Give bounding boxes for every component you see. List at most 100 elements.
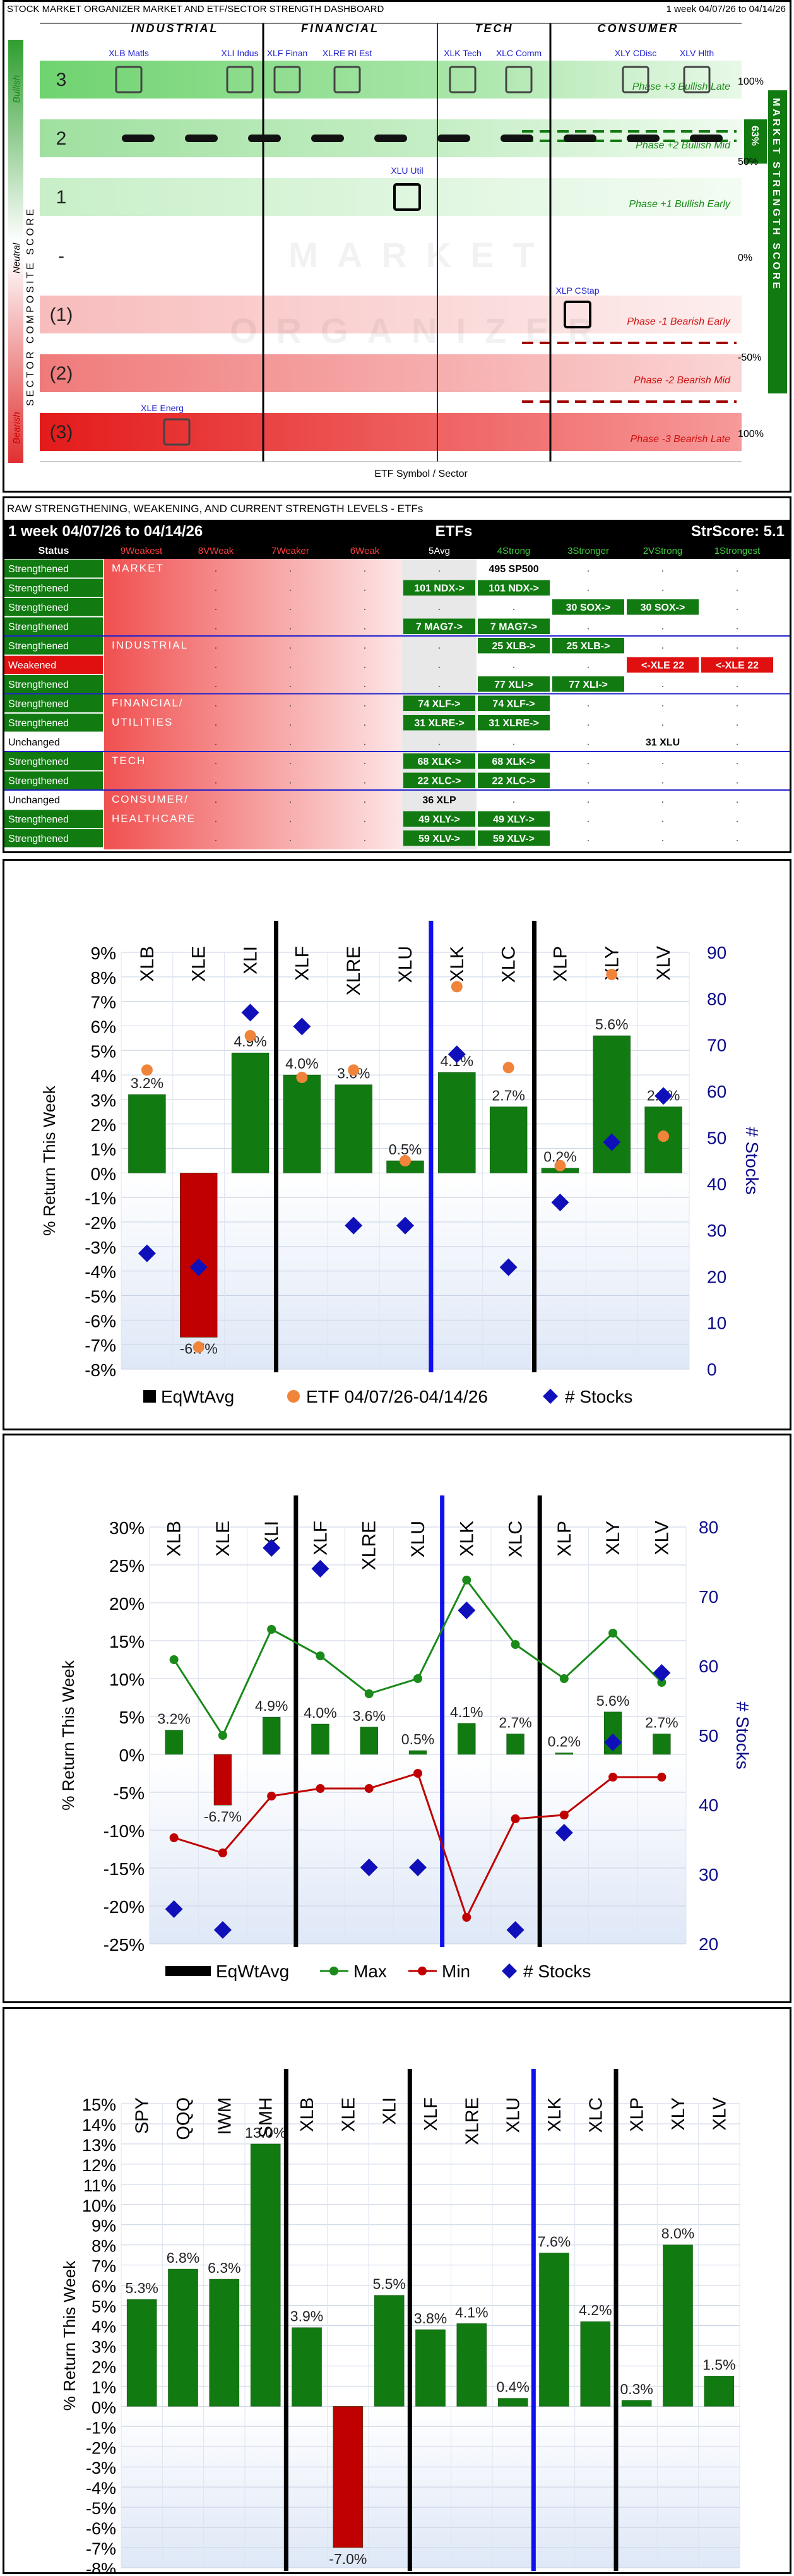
bullish-strip (8, 40, 23, 242)
stocks-diamond-5 (409, 1859, 427, 1876)
mid-dash-8 (627, 135, 660, 142)
max-point-9 (608, 1629, 618, 1638)
status-header: Status (39, 546, 69, 556)
dot-4-3: . (364, 640, 366, 651)
category-label-7: XLF (421, 2097, 441, 2131)
etf-marker-9 (622, 66, 649, 93)
category-label-2: IWM (215, 2097, 235, 2135)
mid-dash-6 (501, 135, 533, 142)
dot-0-6: . (587, 563, 590, 574)
y-tick-7: 2% (91, 1115, 116, 1135)
table-center-title: ETFs (436, 523, 473, 540)
etf-marker-6 (449, 66, 477, 93)
group-header-1: FINANCIAL (301, 22, 379, 35)
y2-tick-2: 60 (699, 1656, 718, 1676)
stocks-diamond-6 (447, 1045, 466, 1063)
etf-marker-3 (273, 66, 301, 93)
status-cell-1 (4, 578, 103, 597)
y-tick-2: 7% (91, 993, 116, 1012)
etf-name-8: XLP CStap (555, 285, 599, 296)
category-label-11: XLC (586, 2097, 606, 2133)
y-tick-11: 4% (92, 2318, 116, 2337)
category-label-8: XLP (550, 946, 571, 982)
data-label-2: 6.3% (208, 2260, 240, 2276)
data-label-7: 2.7% (492, 1087, 524, 1104)
category-label-3: XLF (310, 1521, 331, 1555)
category-label-4: XLRE (359, 1521, 380, 1570)
y-tick-4: 5% (91, 1041, 116, 1061)
bar-xlre (360, 1727, 378, 1755)
group-header-0: INDUSTRIAL (131, 22, 219, 35)
level-text-7-4: 74 XLF-> (418, 699, 460, 710)
phase-label-2: Phase +1 Bullish Early (629, 199, 731, 210)
data-label-0: 3.2% (131, 1075, 163, 1091)
category-label-10: XLK (545, 2097, 565, 2131)
etf-dot-1 (193, 1341, 204, 1353)
dot-8-2: . (289, 717, 292, 728)
category-label-12: XLP (627, 2097, 648, 2132)
dot-4-2: . (289, 640, 292, 651)
column-header-5: 4Strong (497, 546, 531, 556)
table-strscore: StrScore: 5.1 (691, 523, 785, 540)
pct-label-5: -50% (738, 352, 761, 363)
bearish-label: Bearish (11, 412, 22, 444)
y-tick-9: -15% (104, 1859, 145, 1879)
level-cell-7-4 (403, 695, 475, 711)
dot-1-3: . (364, 583, 366, 594)
neutral-label: Neutral (11, 243, 22, 273)
legend-swatch-3 (502, 1963, 517, 1979)
dot-4-4: . (438, 640, 441, 651)
status-text-13: Strengthened (8, 815, 69, 825)
status-text-3: Strengthened (8, 622, 69, 633)
dot-9-4: . (438, 737, 441, 748)
level-text-9-7: 31 XLU (646, 738, 680, 748)
max-point-7 (511, 1640, 520, 1649)
legend-swatch-2 (543, 1389, 558, 1404)
group-label-12: CONSUMER/ (112, 793, 189, 805)
dot-11-7: . (661, 776, 664, 786)
legend-label-0: EqWtAvg (161, 1387, 234, 1406)
data-label-10: 7.6% (538, 2233, 571, 2250)
y-tick-15: 0% (92, 2398, 116, 2417)
dot-1-6: . (587, 583, 590, 594)
data-label-4: 3.9% (290, 2308, 323, 2325)
level-text-6-6: 77 XLI-> (569, 680, 608, 690)
y2-tick-9: 0 (707, 1360, 717, 1379)
watermark-text: MARKET (288, 235, 554, 275)
y-tick-1: 25% (109, 1556, 145, 1576)
legend-label-3: # Stocks (523, 1962, 591, 1981)
dot-13-8: . (736, 814, 738, 825)
etf-marker-7 (505, 66, 533, 93)
y-tick-3: 12% (82, 2156, 116, 2175)
dot-3-7: . (661, 621, 664, 632)
y2-axis-label: # Stocks (733, 1701, 752, 1769)
data-label-11: 4.2% (579, 2302, 612, 2318)
dot-8-6: . (587, 717, 590, 728)
dot-3-3: . (364, 621, 366, 632)
pct-label-0: 100% (738, 76, 764, 87)
dot-12-1: . (215, 794, 217, 805)
data-label-6: 4.1% (450, 1704, 483, 1720)
y-tick-15: -6% (85, 1311, 116, 1331)
dot-8-7: . (661, 717, 664, 728)
y-tick-18: -3% (86, 2459, 116, 2477)
min-point-10 (657, 1773, 667, 1782)
status-cell-6 (4, 675, 103, 693)
level-text-7-5: 74 XLF-> (492, 699, 535, 710)
category-label-0: XLB (164, 1521, 185, 1557)
etf-marker-1 (163, 418, 191, 446)
dot-0-7: . (661, 563, 664, 574)
etf-dot-10 (658, 1130, 670, 1142)
legend-label-1: Max (353, 1962, 387, 1981)
y2-tick-5: 40 (707, 1175, 726, 1194)
level-band-4 (40, 296, 742, 333)
status-text-1: Strengthened (8, 584, 69, 594)
returns-min-max-chart: 30% 25% 20% 15% 10% 5% 0% -5% -10% -15% -20% -25% XL… (59, 1495, 752, 1981)
y-tick-13: -4% (85, 1262, 116, 1282)
bar-xlu (497, 2398, 528, 2407)
level-cell-7-5 (478, 695, 550, 711)
y2-tick-4: 50 (707, 1128, 726, 1147)
level-cell-5-7 (627, 657, 699, 673)
y-tick-9: 0% (91, 1164, 116, 1183)
category-label-13: XLY (668, 2097, 689, 2131)
